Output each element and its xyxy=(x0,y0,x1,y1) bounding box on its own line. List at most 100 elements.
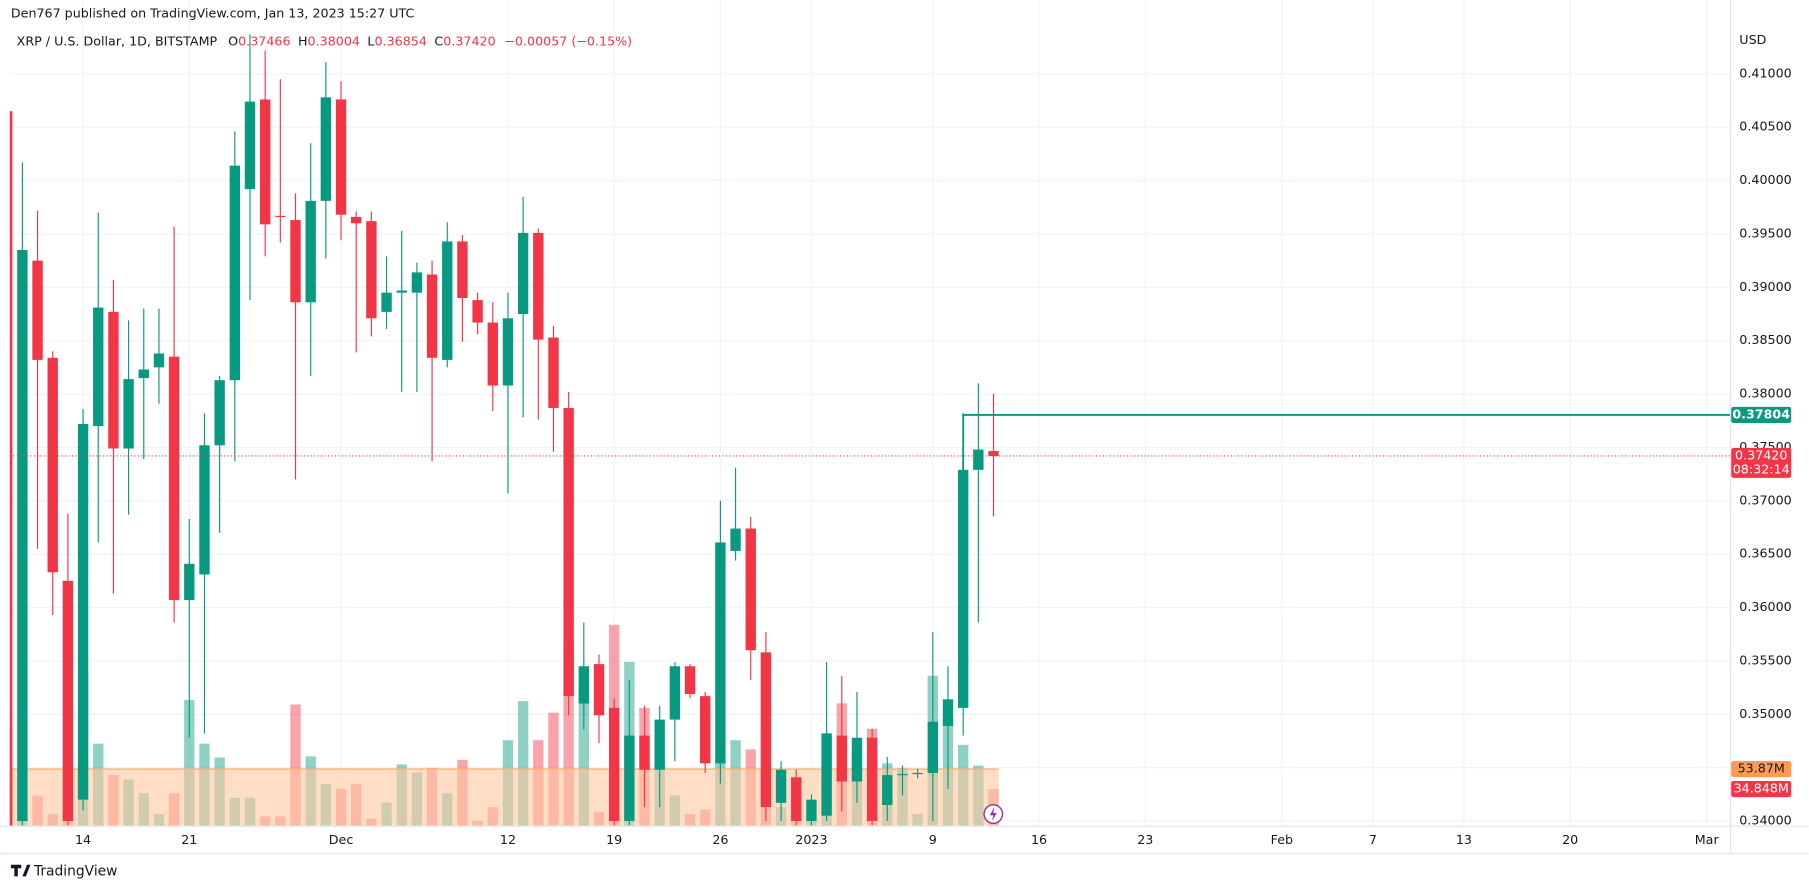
countdown: 08:32:14 xyxy=(1733,461,1790,476)
volume-bar xyxy=(290,704,301,826)
ohlc-letter: C xyxy=(434,33,443,48)
candle-body xyxy=(624,735,635,821)
candle-body xyxy=(942,699,954,727)
x-tick-label: 26 xyxy=(712,832,728,847)
candle-body xyxy=(442,241,453,360)
x-tick-label: 14 xyxy=(75,832,91,847)
candle-body xyxy=(457,241,468,298)
candle-body xyxy=(593,664,605,716)
footer-logo: TradingView xyxy=(10,864,118,880)
candle-body xyxy=(684,666,696,694)
candle-body xyxy=(320,97,332,201)
x-tick-label: 19 xyxy=(606,832,622,847)
x-tick-label: 23 xyxy=(1137,832,1153,847)
candle-body xyxy=(275,215,286,217)
y-tick-label: 0.38500 xyxy=(1739,332,1791,347)
candle-body xyxy=(775,769,787,803)
candle-body xyxy=(851,737,863,782)
candle-body xyxy=(927,721,939,773)
axes: USD 0.340000.345000.350000.355000.360000… xyxy=(0,0,1809,855)
candle-body xyxy=(715,542,726,764)
price-pane xyxy=(9,34,1731,826)
level-box xyxy=(1731,406,1792,424)
ohlc-letter: O xyxy=(228,33,238,48)
candle-body xyxy=(426,274,438,358)
x-tick-label: Dec xyxy=(329,832,354,847)
candle-body xyxy=(168,356,180,601)
alert-icon[interactable] xyxy=(983,804,1004,824)
candle-body xyxy=(47,357,58,573)
candle-body xyxy=(335,99,347,215)
y-tick-label: 0.38000 xyxy=(1739,386,1791,401)
candle-body xyxy=(669,666,681,720)
candle-body xyxy=(259,99,271,225)
candle-body xyxy=(791,777,802,821)
x-tick-label: 9 xyxy=(929,832,937,847)
candle-body xyxy=(760,652,772,808)
candle-body xyxy=(866,737,878,821)
level-line xyxy=(962,414,1731,470)
close-value: 0.37420 xyxy=(443,33,495,48)
candle-body xyxy=(806,799,817,821)
y-tick-label: 0.36000 xyxy=(1739,599,1791,614)
price-label: 0.37420 xyxy=(1735,447,1787,462)
candle-body xyxy=(563,407,574,697)
candle-body xyxy=(93,307,104,427)
candle-body xyxy=(517,232,529,315)
candle-body xyxy=(214,380,225,446)
price-box xyxy=(1731,447,1792,478)
y-tick-label: 0.34000 xyxy=(1739,812,1791,827)
candle-body xyxy=(502,318,514,386)
candle-body xyxy=(351,216,362,224)
volume-ma-area xyxy=(9,769,999,826)
candle-body xyxy=(153,353,165,368)
legend: XRP / U.S. Dollar, 1D, BITSTAMP O0.37466… xyxy=(17,33,632,48)
x-tick-label: 20 xyxy=(1562,832,1578,847)
candle-body xyxy=(229,165,241,381)
y-tick-label: 0.39000 xyxy=(1739,279,1791,294)
y-tick-label: 0.40000 xyxy=(1739,172,1791,187)
volume-ma-box xyxy=(1731,761,1792,778)
candle-body xyxy=(578,666,590,704)
candle-body xyxy=(199,445,210,575)
volume-ma-label: 53.87M xyxy=(1738,761,1785,776)
ohlc-letter: H xyxy=(298,33,308,48)
candle-body xyxy=(639,735,650,770)
low-value: 0.36854 xyxy=(375,33,427,48)
candle-body xyxy=(730,528,741,551)
y-tick-label: 0.40500 xyxy=(1739,119,1791,134)
y-tick-label: 0.35500 xyxy=(1739,652,1791,667)
candle-body xyxy=(184,563,195,601)
level-label: 0.37804 xyxy=(1732,406,1790,421)
ohlc-letter: L xyxy=(367,33,374,48)
candle-body xyxy=(472,300,483,323)
x-tick-label: Feb xyxy=(1271,832,1293,847)
candle-body xyxy=(17,249,28,821)
logo-icon xyxy=(10,864,31,877)
candle-body xyxy=(108,311,119,449)
brand: TradingView xyxy=(33,864,118,880)
candle-body xyxy=(396,290,407,293)
candle-body xyxy=(897,774,908,776)
symbol-title: XRP / U.S. Dollar, 1D, BITSTAMP xyxy=(17,33,218,48)
candle-body xyxy=(62,580,74,821)
y-tick-label: 0.39500 xyxy=(1739,225,1791,240)
y-tick-label: 0.36500 xyxy=(1739,546,1791,561)
x-tick-label: 21 xyxy=(181,832,197,847)
candle-body xyxy=(77,423,89,800)
candle-body xyxy=(700,696,711,764)
volume-pane xyxy=(9,624,999,826)
candle-body xyxy=(366,221,377,319)
candle-body xyxy=(973,449,984,470)
volume-bar xyxy=(578,689,590,826)
candle-body xyxy=(912,772,923,775)
candle-body xyxy=(533,232,544,340)
candle-body xyxy=(608,707,620,821)
volume-box xyxy=(1731,780,1792,798)
candle-body xyxy=(654,719,665,770)
candle-body xyxy=(957,469,969,708)
candle-body xyxy=(9,111,13,826)
volume-label: 34.848M xyxy=(1734,781,1789,796)
candle-body xyxy=(882,775,893,805)
